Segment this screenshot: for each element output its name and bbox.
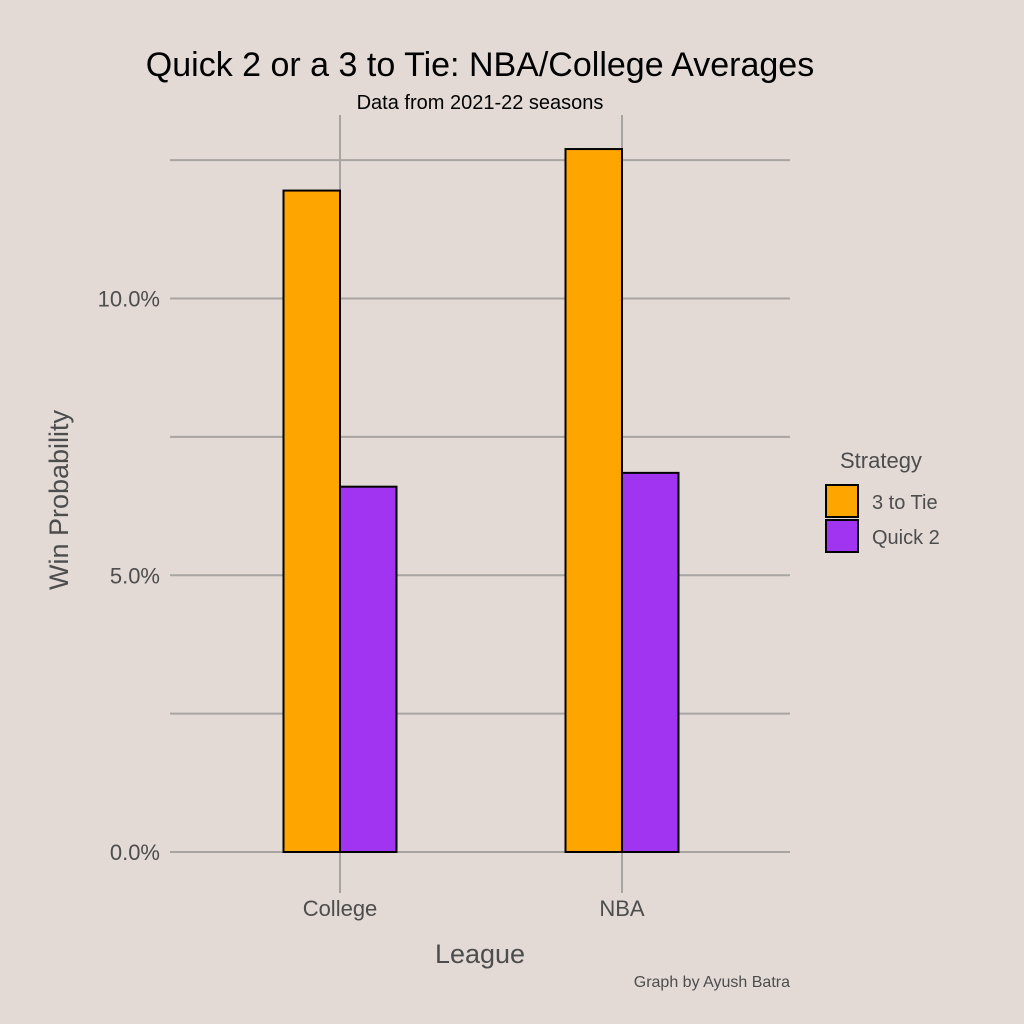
legend-label: Quick 2 xyxy=(872,527,940,549)
legend: Strategy 3 to Tie Quick 2 xyxy=(825,448,940,553)
grid xyxy=(170,115,790,893)
legend-title: Strategy xyxy=(840,448,922,473)
bar-college-quick-2 xyxy=(339,485,398,853)
legend-label: 3 to Tie xyxy=(872,492,938,514)
axis-ticks: 0.0% 5.0% 10.0% College NBA xyxy=(98,287,645,922)
bar-nba-3-to-tie xyxy=(564,148,623,853)
legend-items: 3 to Tie Quick 2 xyxy=(825,484,940,553)
y-tick-label: 10.0% xyxy=(98,287,160,312)
legend-swatch xyxy=(825,519,859,553)
bars xyxy=(282,148,680,853)
chart-subtitle: Data from 2021-22 seasons xyxy=(357,92,604,114)
x-axis-title: League xyxy=(435,939,525,969)
bar-college-3-to-tie xyxy=(282,189,341,853)
chart-title: Quick 2 or a 3 to Tie: NBA/College Avera… xyxy=(146,46,814,84)
y-tick-label: 0.0% xyxy=(110,840,160,865)
bar-nba-quick-2 xyxy=(621,471,680,853)
y-axis-title: Win Probability xyxy=(44,409,74,590)
x-tick-label: College xyxy=(303,896,378,921)
legend-swatch xyxy=(825,484,859,518)
y-tick-label: 5.0% xyxy=(110,563,160,588)
x-tick-label: NBA xyxy=(599,896,645,921)
chart-caption: Graph by Ayush Batra xyxy=(634,974,790,991)
